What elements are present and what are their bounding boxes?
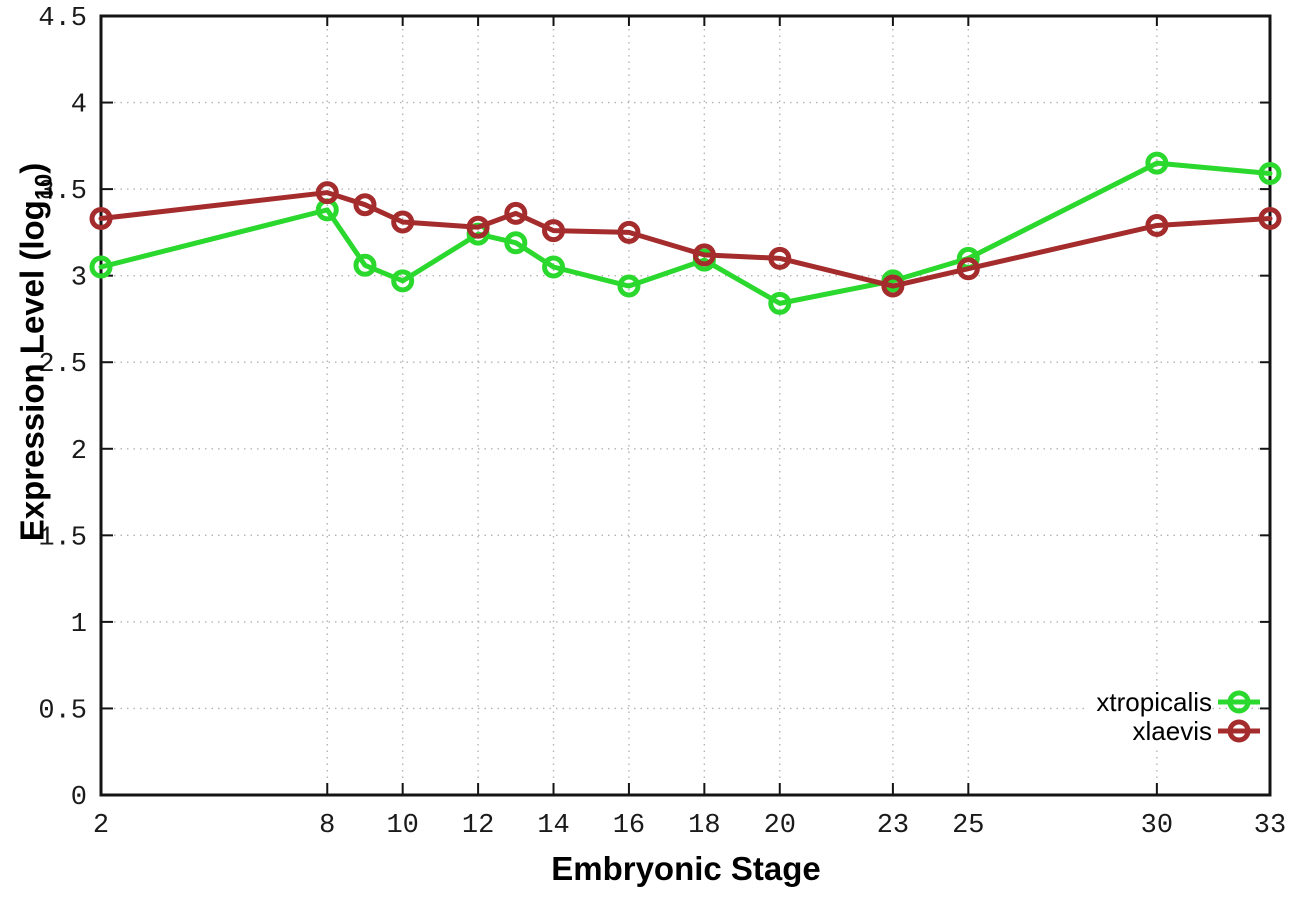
- data-point-xlaevis: [768, 246, 792, 270]
- data-point-xlaevis: [466, 215, 490, 239]
- data-point-xlaevis: [956, 257, 980, 281]
- svg-text:2.5: 2.5: [38, 350, 87, 380]
- data-point-xtropicalis: [617, 274, 641, 298]
- svg-text:14: 14: [537, 811, 569, 841]
- data-point-xtropicalis: [89, 255, 113, 279]
- plot-border: [99, 14, 1272, 797]
- svg-text:3.5: 3.5: [38, 177, 87, 207]
- data-point-xtropicalis: [768, 291, 792, 315]
- legend-marker-xlaevis: [1218, 719, 1260, 743]
- y-axis-title: Expression Level (log10): [14, 163, 59, 542]
- y-tick-labels: 0 0.5 1 1.5 2 2.5 3 3.5 4 4.5: [38, 4, 87, 813]
- data-point-xtropicalis: [504, 231, 528, 255]
- x-tick-labels: 2 8 10 12 14 16 18 20 23 25 30 33: [93, 811, 1286, 841]
- svg-text:18: 18: [688, 811, 720, 841]
- y-axis-title-close: ): [13, 162, 51, 174]
- gridlines: [100, 15, 1271, 796]
- svg-text:2: 2: [93, 811, 109, 841]
- svg-text:16: 16: [613, 811, 645, 841]
- svg-text:2: 2: [71, 437, 87, 467]
- data-point-xtropicalis: [391, 269, 415, 293]
- data-point-xlaevis: [617, 220, 641, 244]
- legend-marker-xtropicalis: [1218, 690, 1260, 714]
- legend-item-xlaevis: xlaevis: [1088, 717, 1212, 746]
- svg-text:25: 25: [952, 811, 984, 841]
- legend: xtropicalis xlaevis: [1088, 688, 1212, 746]
- data-point-xlaevis: [391, 210, 415, 234]
- svg-text:10: 10: [386, 811, 418, 841]
- data-point-xtropicalis: [542, 255, 566, 279]
- svg-text:23: 23: [877, 811, 909, 841]
- data-point-xlaevis: [692, 243, 716, 267]
- svg-text:20: 20: [764, 811, 796, 841]
- data-point-xtropicalis: [1145, 151, 1169, 175]
- data-point-xlaevis: [315, 181, 339, 205]
- data-point-xlaevis: [353, 193, 377, 217]
- svg-text:1: 1: [71, 610, 87, 640]
- data-point-xlaevis: [504, 201, 528, 225]
- data-point-xtropicalis: [353, 253, 377, 277]
- series-xlaevis: [89, 181, 1282, 298]
- svg-text:8: 8: [319, 811, 335, 841]
- y-axis-title-subscript: 10: [30, 173, 58, 201]
- svg-text:30: 30: [1141, 811, 1173, 841]
- data-point-xlaevis: [1258, 207, 1282, 231]
- svg-text:12: 12: [462, 811, 494, 841]
- svg-text:1.5: 1.5: [38, 523, 87, 553]
- data-point-xtropicalis: [1258, 162, 1282, 186]
- legend-item-xtropicalis: xtropicalis: [1088, 688, 1212, 717]
- svg-text:33: 33: [1254, 811, 1286, 841]
- svg-text:4.5: 4.5: [38, 4, 87, 34]
- data-point-xlaevis: [1145, 213, 1169, 237]
- data-point-xlaevis: [542, 219, 566, 243]
- svg-text:4: 4: [71, 91, 87, 121]
- axis-ticks: [100, 15, 1271, 796]
- svg-text:3: 3: [71, 264, 87, 294]
- x-axis-title: Embryonic Stage: [551, 850, 821, 887]
- svg-text:0.5: 0.5: [38, 696, 87, 726]
- series-xtropicalis: [89, 151, 1282, 315]
- data-point-xlaevis: [89, 207, 113, 231]
- y-axis-title-text: Expression Level (log: [13, 200, 51, 542]
- svg-text:0: 0: [71, 783, 87, 813]
- data-point-xlaevis: [881, 274, 905, 298]
